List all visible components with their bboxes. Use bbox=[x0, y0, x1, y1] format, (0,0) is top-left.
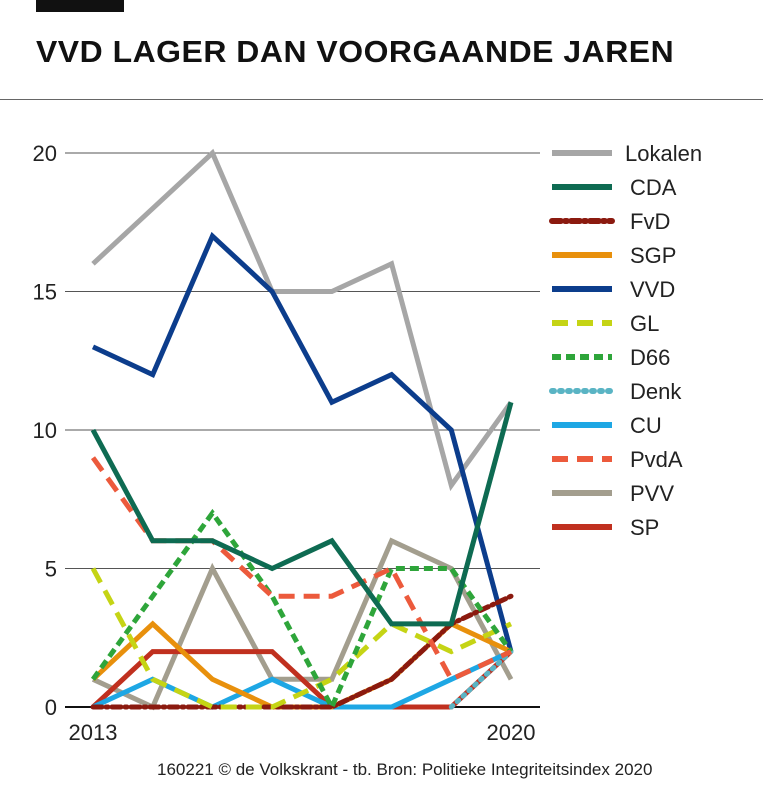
y-tick-label: 10 bbox=[33, 418, 57, 443]
legend-label: Denk bbox=[630, 379, 682, 404]
legend-label: SGP bbox=[630, 243, 676, 268]
brand-bar bbox=[36, 0, 124, 12]
series-line-cda bbox=[90, 401, 514, 627]
legend-label: D66 bbox=[630, 345, 670, 370]
legend-label: VVD bbox=[630, 277, 675, 302]
legend-label: SP bbox=[630, 515, 659, 540]
y-tick-label: 5 bbox=[45, 557, 57, 582]
legend-label: GL bbox=[630, 311, 659, 336]
series-line-denk bbox=[448, 649, 514, 710]
series-line-lokalen bbox=[91, 148, 514, 492]
legend-label: PvdA bbox=[630, 447, 683, 472]
y-tick-label: 0 bbox=[45, 695, 57, 720]
series-line-gl bbox=[90, 567, 513, 710]
y-tick-label: 15 bbox=[33, 280, 57, 305]
series-line-vvd bbox=[91, 231, 514, 653]
series-line-d66 bbox=[90, 508, 514, 713]
chart-title: VVD LAGER DAN VOORGAANDE JAREN bbox=[36, 34, 675, 69]
series-line-fvd bbox=[90, 593, 514, 710]
title-divider bbox=[0, 99, 763, 100]
series-line-sp bbox=[91, 649, 513, 710]
x-tick-label: 2013 bbox=[69, 720, 118, 745]
legend-label: CDA bbox=[630, 175, 677, 200]
legend-label: Lokalen bbox=[625, 141, 702, 166]
x-tick-label: 2020 bbox=[487, 720, 536, 745]
y-tick-label: 20 bbox=[33, 141, 57, 166]
source-credit: 160221 © de Volkskrant - tb. Bron: Polit… bbox=[157, 760, 653, 779]
legend-label: FvD bbox=[630, 209, 670, 234]
legend-label: PVV bbox=[630, 481, 674, 506]
legend-label: CU bbox=[630, 413, 662, 438]
